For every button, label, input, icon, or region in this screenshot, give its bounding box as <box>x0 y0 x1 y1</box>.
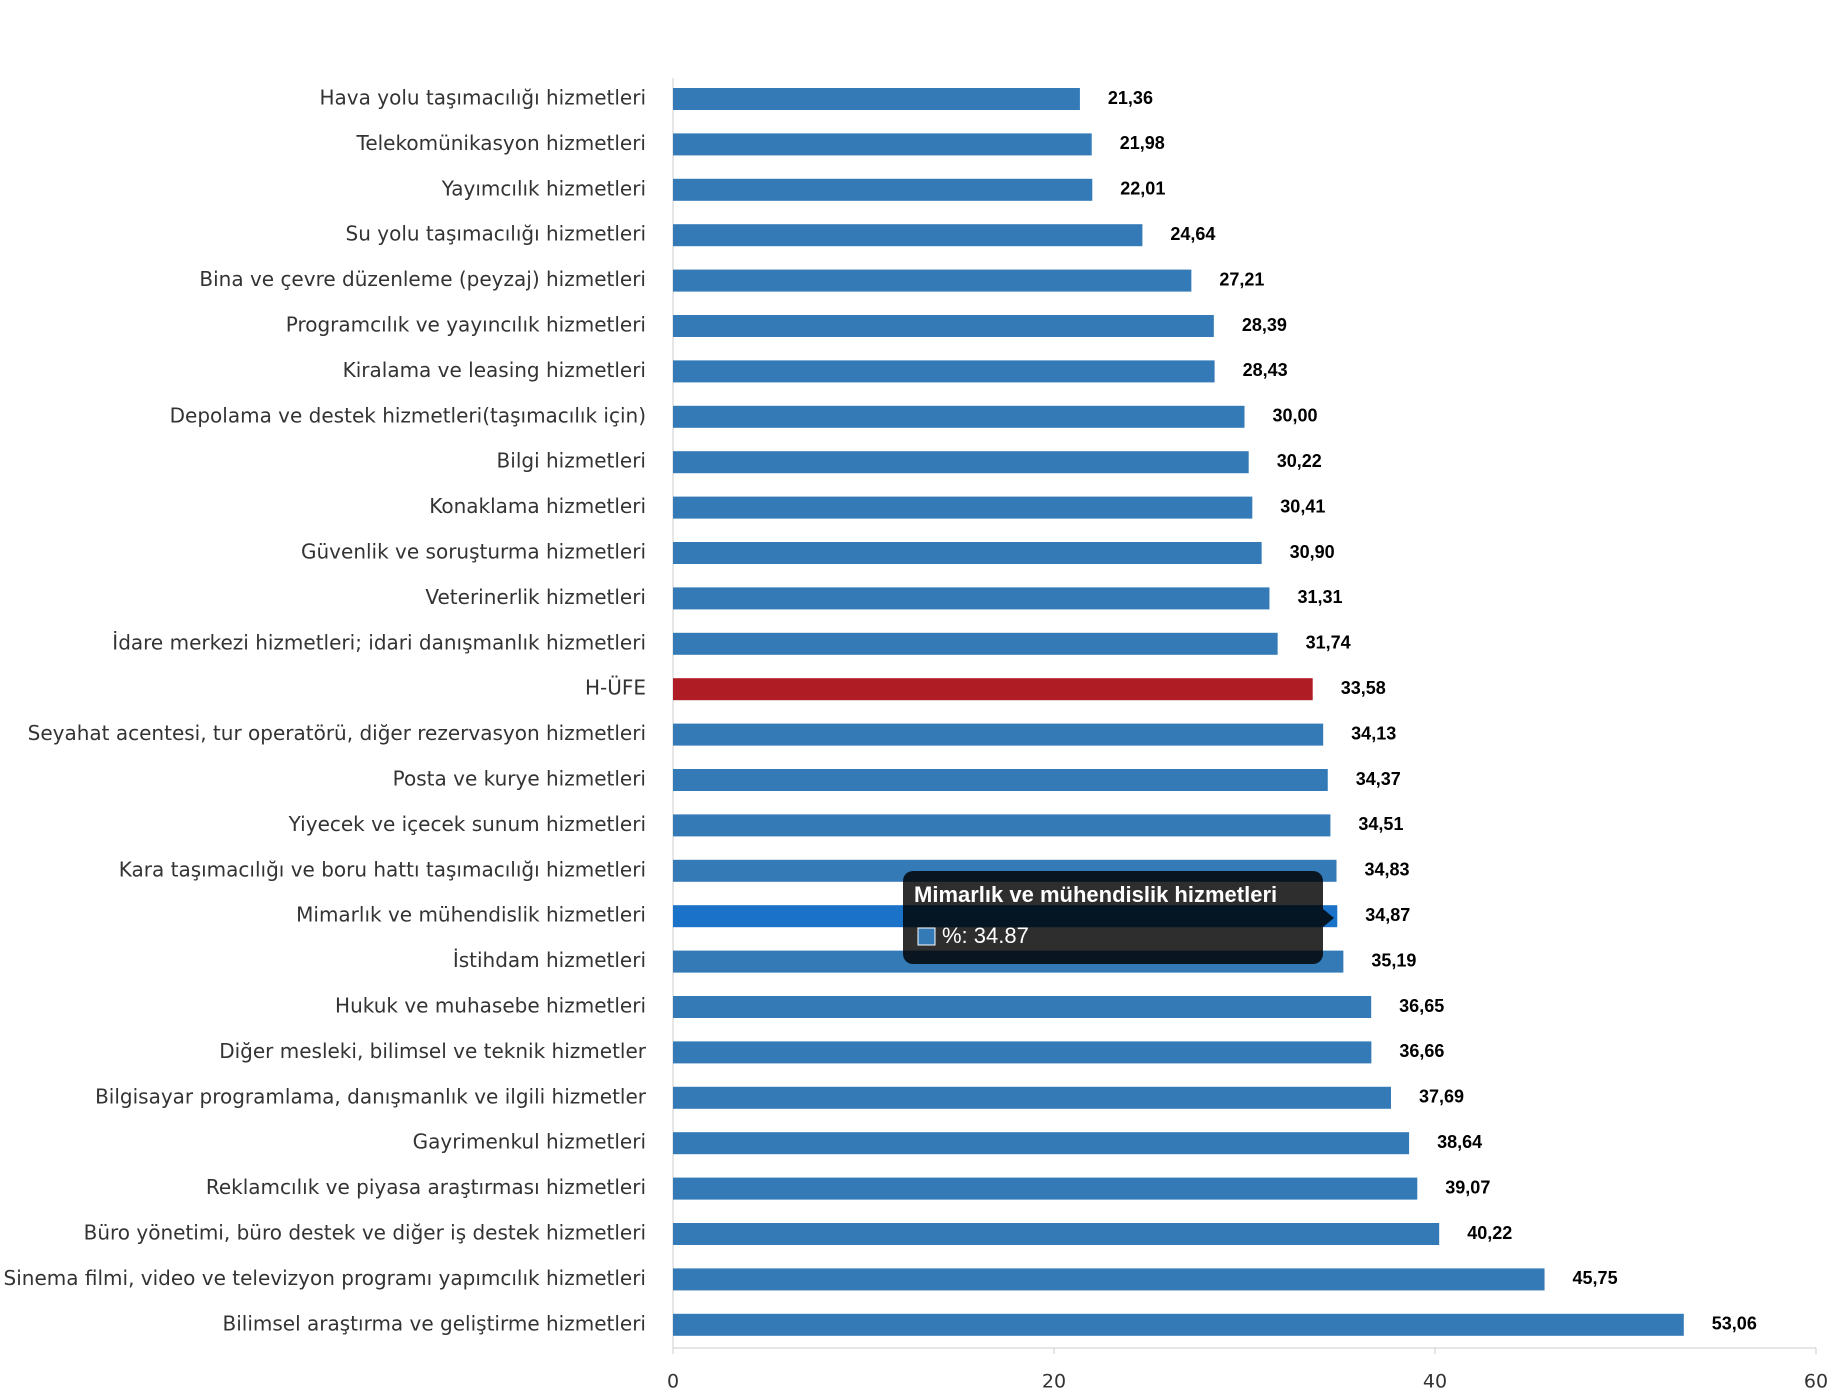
value-label: 30,22 <box>1277 451 1322 471</box>
y-tick-label: Su yolu taşımacılığı hizmetleri <box>346 222 646 246</box>
bar[interactable] <box>673 1177 1418 1200</box>
y-tick-label: Hava yolu taşımacılığı hizmetleri <box>320 86 647 110</box>
value-label: 28,43 <box>1243 360 1288 380</box>
bar[interactable] <box>673 723 1324 746</box>
value-label: 45,75 <box>1573 1268 1618 1288</box>
bar[interactable] <box>673 632 1278 655</box>
bar[interactable] <box>673 88 1080 110</box>
bar[interactable] <box>673 405 1245 428</box>
y-tick-label: Posta ve kurye hizmetleri <box>393 767 646 791</box>
y-tick-label: Kiralama ve leasing hizmetleri <box>343 358 646 382</box>
tooltip-label: %: 34.87 <box>942 923 1029 948</box>
bar[interactable] <box>673 769 1328 791</box>
value-label: 30,41 <box>1280 496 1325 516</box>
tooltip: Mimarlık ve mühendislik hizmetleri %: 34.… <box>903 871 1334 964</box>
value-label: 31,74 <box>1306 633 1351 653</box>
value-label: 34,87 <box>1365 905 1410 925</box>
bar[interactable] <box>673 678 1313 701</box>
value-label: 33,58 <box>1341 678 1386 698</box>
y-tick-label: Sinema filmi, video ve televizyon progra… <box>4 1266 646 1290</box>
y-tick-label: Seyahat acentesi, tur operatörü, diğer r… <box>28 721 646 745</box>
value-label: 34,37 <box>1356 769 1401 789</box>
y-tick-label: H-ÜFE <box>585 676 646 700</box>
tooltip-swatch <box>917 927 936 946</box>
bar[interactable] <box>673 1268 1545 1291</box>
bar[interactable] <box>673 133 1092 156</box>
value-label: 30,00 <box>1273 406 1318 426</box>
y-tick-label: Bina ve çevre düzenleme (peyzaj) hizmetl… <box>199 267 646 291</box>
y-tick-label: Depolama ve destek hizmetleri(taşımacılı… <box>170 403 646 427</box>
y-tick-label: Mimarlık ve mühendislik hizmetleri <box>296 903 646 927</box>
bar[interactable] <box>673 1313 1684 1336</box>
x-tick-label: 60 <box>1804 1371 1828 1393</box>
value-label: 24,64 <box>1170 224 1215 244</box>
y-tick-label: İdare merkezi hizmetleri; idari danışman… <box>112 630 646 654</box>
y-tick-label: Hukuk ve muhasebe hizmetleri <box>335 994 646 1018</box>
x-tick-label: 40 <box>1423 1371 1447 1393</box>
bar[interactable] <box>673 269 1192 292</box>
y-tick-label: Güvenlik ve soruşturma hizmetleri <box>301 540 646 564</box>
value-label: 31,31 <box>1297 587 1342 607</box>
value-label: 34,51 <box>1358 814 1403 834</box>
bar[interactable] <box>673 587 1270 610</box>
bar[interactable] <box>673 360 1215 383</box>
bar[interactable] <box>673 224 1143 247</box>
y-tick-label: Büro yönetimi, büro destek ve diğer iş d… <box>84 1221 646 1245</box>
value-label: 34,13 <box>1351 723 1396 743</box>
value-label: 53,06 <box>1712 1314 1757 1334</box>
x-tick-label: 20 <box>1042 1371 1066 1393</box>
value-label: 39,07 <box>1445 1177 1490 1197</box>
bar[interactable] <box>673 451 1249 474</box>
value-label: 38,64 <box>1437 1132 1482 1152</box>
value-label: 40,22 <box>1467 1223 1512 1243</box>
y-tick-label: Yayımcılık hizmetleri <box>441 176 646 200</box>
bar[interactable] <box>673 315 1214 337</box>
y-tick-label: Diğer mesleki, bilimsel ve teknik hizmet… <box>219 1039 647 1063</box>
y-tick-label: Gayrimenkul hizmetleri <box>413 1130 646 1154</box>
tooltip-box <box>903 871 1323 964</box>
y-tick-label: Bilimsel araştırma ve geliştirme hizmetl… <box>223 1311 646 1335</box>
value-label: 22,01 <box>1120 179 1165 199</box>
y-tick-label: Kara taşımacılığı ve boru hattı taşımacı… <box>119 857 646 881</box>
bar[interactable] <box>673 1223 1440 1245</box>
value-label: 21,36 <box>1108 88 1153 108</box>
y-tick-label: Bilgisayar programlama, danışmanlık ve i… <box>95 1084 647 1108</box>
value-label: 36,65 <box>1399 996 1444 1016</box>
value-label: 36,66 <box>1399 1041 1444 1061</box>
y-tick-label: İstihdam hizmetleri <box>453 948 646 972</box>
value-label: 21,98 <box>1120 133 1165 153</box>
y-tick-label: Konaklama hizmetleri <box>429 494 646 518</box>
value-label: 27,21 <box>1219 269 1264 289</box>
y-tick-label: Bilgi hizmetleri <box>497 449 646 473</box>
bar[interactable] <box>673 1041 1372 1064</box>
tooltip-arrow <box>1323 909 1334 927</box>
value-label: 34,83 <box>1365 860 1410 880</box>
value-label: 28,39 <box>1242 315 1287 335</box>
x-tick-label: 0 <box>667 1371 679 1393</box>
y-tick-label: Yiyecek ve içecek sunum hizmetleri <box>288 812 646 836</box>
tooltip-title: Mimarlık ve mühendislik hizmetleri <box>914 882 1277 907</box>
value-label: 35,19 <box>1371 950 1416 970</box>
bar[interactable] <box>673 1086 1391 1109</box>
bar[interactable] <box>673 996 1372 1018</box>
y-tick-label: Programcılık ve yayıncılık hizmetleri <box>286 313 646 337</box>
bar[interactable] <box>673 178 1093 201</box>
bar[interactable] <box>673 542 1262 564</box>
y-tick-label: Telekomünikasyon hizmetleri <box>356 131 647 155</box>
bar[interactable] <box>673 496 1253 519</box>
y-tick-label: Veterinerlik hizmetleri <box>425 585 646 609</box>
bar[interactable] <box>673 1132 1410 1155</box>
value-label: 30,90 <box>1290 542 1335 562</box>
y-tick-label: Reklamcılık ve piyasa araştırması hizmet… <box>206 1175 646 1199</box>
value-label: 37,69 <box>1419 1087 1464 1107</box>
bar[interactable] <box>673 814 1331 837</box>
